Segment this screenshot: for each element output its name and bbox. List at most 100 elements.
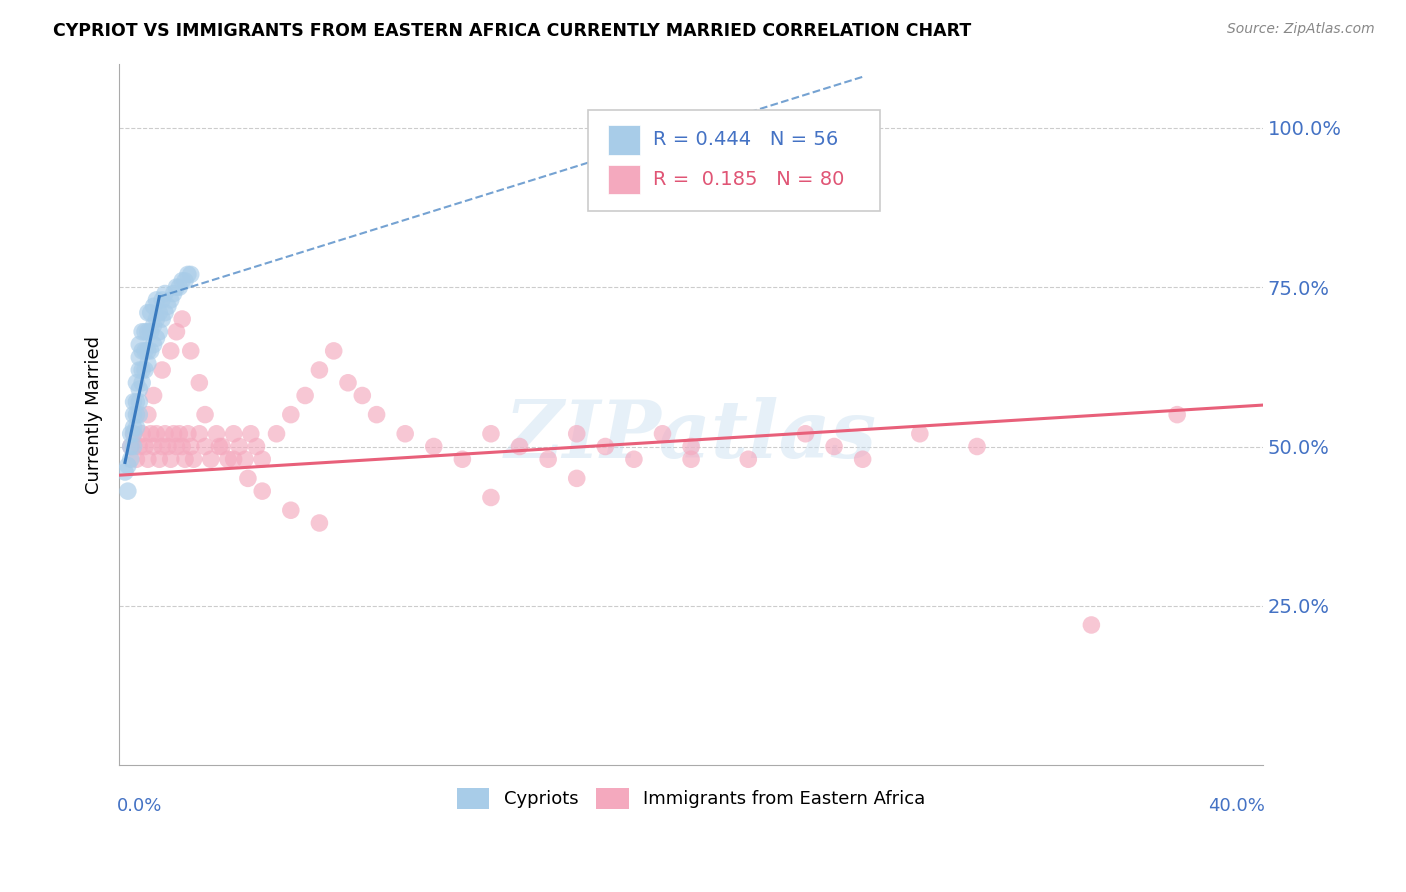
Point xyxy=(681,452,703,467)
Point xyxy=(252,484,274,499)
Point xyxy=(122,408,145,422)
Point xyxy=(162,286,184,301)
Point xyxy=(166,280,188,294)
Point xyxy=(153,286,176,301)
Point xyxy=(183,452,205,467)
Point xyxy=(148,325,170,339)
Point xyxy=(131,376,153,390)
Point xyxy=(205,426,228,441)
Point xyxy=(308,516,330,530)
Text: ZIPatlas: ZIPatlas xyxy=(505,397,877,475)
Point xyxy=(217,452,239,467)
Text: Source: ZipAtlas.com: Source: ZipAtlas.com xyxy=(1227,22,1375,37)
Point xyxy=(128,440,150,454)
Point xyxy=(737,452,759,467)
Point xyxy=(337,376,360,390)
Point xyxy=(131,426,153,441)
Point xyxy=(150,363,173,377)
Point xyxy=(120,440,142,454)
Point xyxy=(142,388,165,402)
Point xyxy=(194,440,217,454)
Point xyxy=(479,426,502,441)
Text: 40.0%: 40.0% xyxy=(1208,797,1265,814)
Point xyxy=(131,363,153,377)
Point xyxy=(139,426,162,441)
Point xyxy=(169,426,191,441)
Point xyxy=(117,458,139,473)
Point xyxy=(150,440,173,454)
Point xyxy=(125,376,148,390)
Point xyxy=(131,325,153,339)
Point xyxy=(166,325,188,339)
Point xyxy=(172,440,194,454)
Point xyxy=(169,280,191,294)
Point xyxy=(172,274,194,288)
Point xyxy=(125,452,148,467)
Point xyxy=(308,363,330,377)
Point xyxy=(150,293,173,307)
Point xyxy=(148,306,170,320)
Point xyxy=(131,343,153,358)
Point xyxy=(1080,618,1102,632)
Point xyxy=(174,274,197,288)
Point xyxy=(159,452,181,467)
Point xyxy=(142,318,165,333)
Point xyxy=(159,293,181,307)
Point xyxy=(128,363,150,377)
Point xyxy=(200,452,222,467)
Point xyxy=(153,426,176,441)
Point xyxy=(134,440,156,454)
Point xyxy=(136,343,159,358)
Point xyxy=(128,337,150,351)
Bar xyxy=(607,165,640,194)
Point xyxy=(128,351,150,365)
Point xyxy=(142,440,165,454)
Point xyxy=(294,388,316,402)
Point xyxy=(125,395,148,409)
Point xyxy=(222,452,245,467)
Point xyxy=(366,408,388,422)
Point xyxy=(145,293,167,307)
Point xyxy=(145,312,167,326)
Point xyxy=(180,343,202,358)
Point xyxy=(280,503,302,517)
Point xyxy=(1166,408,1188,422)
Point xyxy=(236,471,259,485)
Point xyxy=(114,465,136,479)
Point xyxy=(479,491,502,505)
Point xyxy=(352,388,374,402)
Point xyxy=(136,408,159,422)
Point xyxy=(134,363,156,377)
Point xyxy=(239,426,262,441)
Point xyxy=(136,306,159,320)
Point xyxy=(134,343,156,358)
Point xyxy=(451,452,474,467)
Point xyxy=(252,452,274,467)
Point xyxy=(139,306,162,320)
Point xyxy=(134,325,156,339)
Point xyxy=(794,426,817,441)
Point xyxy=(117,484,139,499)
Point xyxy=(245,440,267,454)
Point xyxy=(908,426,931,441)
Point xyxy=(211,440,233,454)
Point xyxy=(120,440,142,454)
Point xyxy=(322,343,344,358)
Point xyxy=(120,426,142,441)
Point xyxy=(128,382,150,396)
Text: CYPRIOT VS IMMIGRANTS FROM EASTERN AFRICA CURRENTLY MARRIED CORRELATION CHART: CYPRIOT VS IMMIGRANTS FROM EASTERN AFRIC… xyxy=(53,22,972,40)
Point xyxy=(145,426,167,441)
Point xyxy=(136,325,159,339)
Point xyxy=(136,357,159,371)
Point xyxy=(122,440,145,454)
Point xyxy=(222,426,245,441)
Text: R = 0.444   N = 56: R = 0.444 N = 56 xyxy=(654,130,838,149)
Point xyxy=(233,452,256,467)
Point xyxy=(565,426,588,441)
Point xyxy=(145,331,167,345)
Point xyxy=(966,440,988,454)
Y-axis label: Currently Married: Currently Married xyxy=(86,335,103,493)
Point xyxy=(128,395,150,409)
Point xyxy=(174,452,197,467)
Point xyxy=(194,408,217,422)
